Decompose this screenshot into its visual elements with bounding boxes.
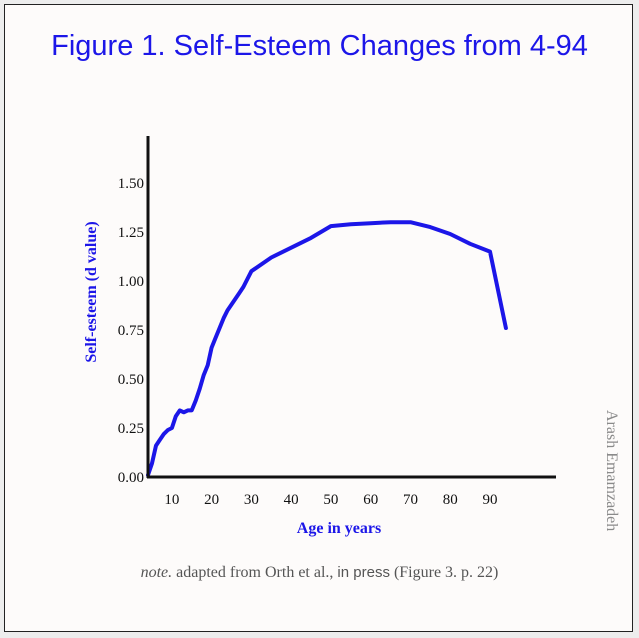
y-tick-label: 0.00 <box>118 470 144 486</box>
x-tick-label: 10 <box>164 492 179 508</box>
x-tick-label: 90 <box>483 492 498 508</box>
source-note: note. adapted from Orth et al., in press… <box>0 564 639 582</box>
x-tick-label: 60 <box>363 492 378 508</box>
x-tick-label: 50 <box>323 492 338 508</box>
y-tick-label: 0.75 <box>118 323 144 339</box>
y-axis-title: Self-esteem (d value) <box>83 221 100 362</box>
x-tick-label: 40 <box>284 492 299 508</box>
x-tick-label: 20 <box>204 492 219 508</box>
note-in-press: in press <box>337 564 390 581</box>
figure-frame <box>4 4 633 632</box>
x-tick-label: 70 <box>403 492 418 508</box>
note-prefix: note. <box>140 564 173 581</box>
watermark-text: Arash Emamzadeh <box>603 410 620 532</box>
note-reference: (Figure 3. p. 22) <box>389 564 499 581</box>
author-watermark: Arash Emamzadeh <box>602 410 622 570</box>
x-tick-label: 30 <box>244 492 259 508</box>
x-tick-label: 80 <box>443 492 458 508</box>
y-tick-label: 1.00 <box>118 274 144 290</box>
y-tick-label: 1.25 <box>118 225 144 241</box>
note-text: adapted from Orth et al., <box>172 564 338 581</box>
y-tick-label: 0.25 <box>118 421 144 437</box>
x-axis-title: Age in years <box>297 520 381 537</box>
chart-title: Figure 1. Self-Esteem Changes from 4-94 <box>51 30 588 62</box>
series-line <box>146 220 508 477</box>
y-tick-label: 0.50 <box>118 372 144 388</box>
y-tick-label: 1.50 <box>118 176 144 192</box>
